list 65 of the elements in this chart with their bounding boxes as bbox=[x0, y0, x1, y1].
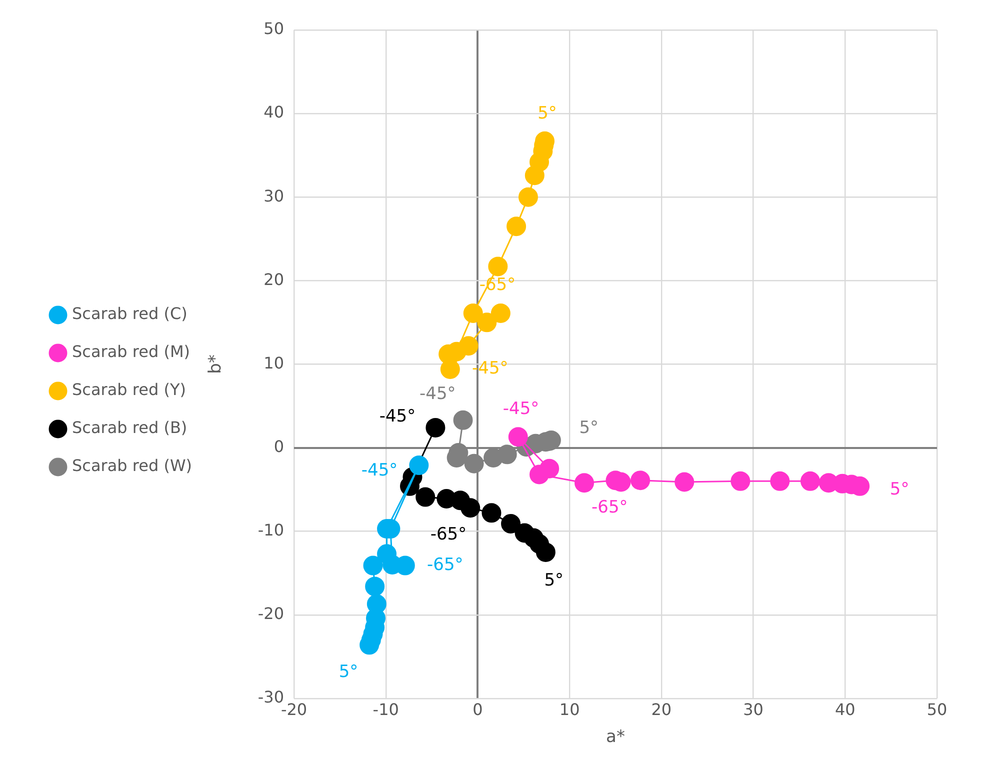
annotation: 5° bbox=[579, 418, 599, 438]
y-tick-label: 10 bbox=[264, 353, 284, 372]
y-tick-label: 30 bbox=[264, 186, 284, 206]
x-tick-label: 50 bbox=[926, 700, 948, 720]
y-tick-label: -20 bbox=[258, 604, 284, 624]
point bbox=[501, 514, 521, 534]
point bbox=[674, 472, 694, 492]
point bbox=[409, 456, 429, 476]
point bbox=[514, 523, 534, 543]
annotation: -65° bbox=[592, 498, 628, 518]
annotation: -65° bbox=[430, 524, 467, 544]
point bbox=[464, 454, 484, 474]
annotation: 5° bbox=[538, 103, 557, 124]
point bbox=[484, 448, 504, 468]
point bbox=[458, 336, 478, 356]
point bbox=[436, 488, 456, 508]
legend-label: Scarab red (Y) bbox=[72, 380, 186, 400]
x-tick-label: 30 bbox=[743, 700, 764, 720]
y-tick-label: 20 bbox=[264, 270, 284, 289]
point bbox=[426, 418, 446, 438]
legend-label: Scarab red (B) bbox=[72, 418, 188, 438]
x-axis-title: a* bbox=[606, 727, 625, 748]
point bbox=[574, 473, 594, 493]
legend-label: Scarab red (C) bbox=[72, 304, 188, 324]
point bbox=[800, 471, 820, 491]
point bbox=[540, 458, 560, 478]
x-tick-label: 40 bbox=[834, 700, 856, 720]
annotation: -45° bbox=[502, 398, 540, 419]
point bbox=[488, 256, 508, 276]
x-tick-label: 0 bbox=[472, 700, 483, 720]
annotation: -45° bbox=[472, 358, 508, 379]
legend-label: Scarab red (W) bbox=[72, 456, 192, 476]
y-tick-label: 0 bbox=[274, 436, 284, 456]
annotation: -45° bbox=[419, 384, 456, 404]
x-tick-label: 10 bbox=[559, 700, 580, 720]
y-axis-title: b* bbox=[206, 354, 226, 374]
point bbox=[490, 303, 510, 323]
point bbox=[518, 187, 538, 207]
annotation: 5° bbox=[338, 662, 358, 682]
y-tick-label: -10 bbox=[258, 520, 284, 540]
point bbox=[416, 487, 436, 507]
point bbox=[482, 503, 502, 523]
x-tick-label: -10 bbox=[372, 700, 399, 720]
point bbox=[477, 312, 497, 332]
point bbox=[770, 471, 790, 491]
annotation: 5° bbox=[890, 480, 910, 500]
y-tick-label: 40 bbox=[264, 102, 284, 122]
legend-label: Scarab red (M) bbox=[72, 342, 190, 362]
annotation: -45° bbox=[379, 406, 416, 426]
y-tick-label: -30 bbox=[258, 688, 284, 707]
point bbox=[630, 470, 650, 490]
point bbox=[453, 410, 473, 430]
annotation: 5° bbox=[544, 570, 564, 590]
point bbox=[506, 216, 526, 236]
point bbox=[365, 576, 385, 596]
y-tick-label: 50 bbox=[264, 19, 284, 38]
point bbox=[508, 427, 528, 447]
point bbox=[440, 359, 460, 379]
x-tick-label: 20 bbox=[651, 700, 672, 720]
annotation: -65° bbox=[427, 554, 464, 575]
annotation: -45° bbox=[361, 460, 398, 481]
point bbox=[363, 556, 383, 576]
point bbox=[524, 166, 544, 186]
point bbox=[463, 303, 483, 323]
point bbox=[730, 471, 750, 491]
